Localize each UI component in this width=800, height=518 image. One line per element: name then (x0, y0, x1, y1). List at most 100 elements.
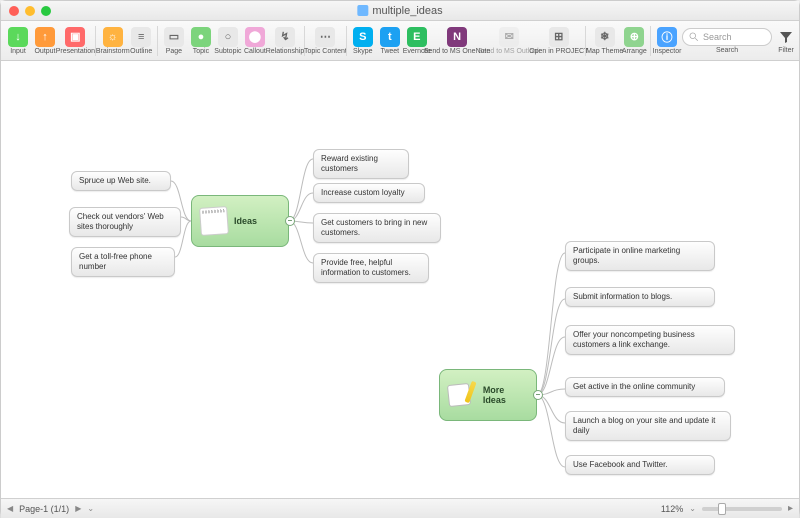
subtopic-node[interactable]: Participate in online marketing groups. (565, 241, 715, 271)
subtopic-node[interactable]: Get a toll-free phone number (71, 247, 175, 277)
close-icon[interactable] (9, 6, 19, 16)
central-topic-more-ideas[interactable]: More Ideas – (439, 369, 537, 421)
central-topic-label: Ideas (234, 216, 257, 226)
page-icon: ▭ (164, 27, 184, 47)
search-input[interactable]: Search (682, 28, 772, 46)
topic-icon: ● (191, 27, 211, 47)
subtopic-node[interactable]: Get customers to bring in new customers. (313, 213, 441, 243)
zoom-level[interactable]: 112% (661, 504, 683, 514)
page-button[interactable]: ▭Page (161, 22, 187, 60)
subtopic-node[interactable]: Reward existing customers (313, 149, 409, 179)
inspector-icon: ⓘ (657, 27, 677, 47)
subtopic-node[interactable]: Check out vendors' Web sites thoroughly (69, 207, 181, 237)
zoom-icon[interactable] (41, 6, 51, 16)
topic-button[interactable]: ●Topic (188, 22, 214, 60)
toolbar-button-label: Output (34, 48, 55, 55)
msonenote-icon: N (447, 27, 467, 47)
toolbar-button-label: Topic (193, 48, 209, 55)
prev-page-button[interactable]: ◀ (7, 504, 13, 513)
filter-label: Filter (778, 47, 794, 54)
tweet-icon: t (380, 27, 400, 47)
zoom-slider[interactable] (702, 507, 782, 511)
toolbar-button-label: Inspector (653, 48, 682, 55)
subtopic-node[interactable]: Spruce up Web site. (71, 171, 171, 191)
window-controls (9, 6, 51, 16)
canvas[interactable]: Ideas – More Ideas – Spruce up Web site.… (1, 61, 799, 498)
skype-button[interactable]: SSkype (350, 22, 376, 60)
relationship-icon: ↯ (275, 27, 295, 47)
map-theme-icon: ❄ (595, 27, 615, 47)
presentation-icon: ▣ (65, 27, 85, 47)
toolbar-button-label: Send to MS Outlook (478, 48, 541, 55)
document-icon (357, 5, 368, 16)
output-button[interactable]: ↑Output (32, 22, 58, 60)
zoom-slider-knob[interactable] (718, 503, 726, 515)
toolbar-separator (346, 26, 347, 56)
inspector-button[interactable]: ⓘInspector (654, 22, 680, 60)
minimize-icon[interactable] (25, 6, 35, 16)
arrange-button[interactable]: ⊕Arrange (621, 22, 647, 60)
presentation-button[interactable]: ▣Presentation (59, 22, 92, 60)
toolbar-button-label: Presentation (56, 48, 95, 55)
central-topic-ideas[interactable]: Ideas – (191, 195, 289, 247)
evernote-icon: E (407, 27, 427, 47)
callout-button[interactable]: ⬤Callout (242, 22, 268, 60)
toolbar: ↓Input↑Output▣Presentation☼Brainstorm≡Ou… (1, 21, 799, 61)
outline-button[interactable]: ≡Outline (128, 22, 154, 60)
relationship-button[interactable]: ↯Relationship (269, 22, 301, 60)
tweet-button[interactable]: tTweet (377, 22, 403, 60)
subtopic-button[interactable]: ○Subtopic (215, 22, 241, 60)
title-bar: multiple_ideas (1, 1, 799, 21)
subtopic-node[interactable]: Use Facebook and Twitter. (565, 455, 715, 475)
document-title-text: multiple_ideas (372, 5, 442, 17)
page-indicator[interactable]: Page-1 (1/1) (19, 504, 69, 514)
skype-icon: S (353, 27, 373, 47)
zoom-in-button[interactable]: ▸ (788, 503, 793, 514)
subtopic-node[interactable]: Get active in the online community (565, 377, 725, 397)
toolbar-separator (157, 26, 158, 56)
toolbar-button-label: Topic Content (304, 48, 347, 55)
input-button[interactable]: ↓Input (5, 22, 31, 60)
subtopic-node[interactable]: Provide free, helpful information to cus… (313, 253, 429, 283)
toolbar-button-label: Subtopic (214, 48, 241, 55)
toolbar-button-label: Outline (130, 48, 152, 55)
toolbar-button-label: Tweet (380, 48, 399, 55)
outline-icon: ≡ (131, 27, 151, 47)
subtopic-node[interactable]: Launch a blog on your site and update it… (565, 411, 731, 441)
arrange-icon: ⊕ (624, 27, 644, 47)
zoom-menu-button[interactable]: ⌄ (689, 504, 696, 513)
toolbar-button-label: Page (166, 48, 182, 55)
filter-icon (779, 30, 793, 44)
pencil-note-icon (448, 380, 477, 410)
topic-content-icon: ⋯ (315, 27, 335, 47)
collapse-toggle[interactable]: – (285, 216, 295, 226)
subtopic-icon: ○ (218, 27, 238, 47)
subtopic-node[interactable]: Submit information to blogs. (565, 287, 715, 307)
filter-button[interactable] (777, 28, 795, 46)
search-placeholder: Search (703, 32, 732, 42)
page-menu-button[interactable]: ⌄ (87, 504, 94, 513)
input-icon: ↓ (8, 27, 28, 47)
subtopic-node[interactable]: Offer your noncompeting business custome… (565, 325, 735, 355)
toolbar-button-label: Input (10, 48, 26, 55)
map-theme-button[interactable]: ❄Map Theme (589, 22, 620, 60)
search-icon (689, 32, 699, 42)
notepad-icon (199, 206, 229, 236)
msonenote-button[interactable]: NSend to MS OneNote (431, 22, 484, 60)
callout-icon: ⬤ (245, 27, 265, 47)
msoutlook-button: ✉Send to MS Outlook (484, 22, 534, 60)
output-icon: ↑ (35, 27, 55, 47)
search-label: Search (716, 47, 738, 54)
toolbar-separator (650, 26, 651, 56)
search-wrap: Search Search (682, 28, 772, 54)
subtopic-node[interactable]: Increase custom loyalty (313, 183, 425, 203)
topic-content-button[interactable]: ⋯Topic Content (308, 22, 343, 60)
filter-wrap: Filter (777, 28, 795, 54)
brainstorm-button[interactable]: ☼Brainstorm (98, 22, 127, 60)
open-in-project-button[interactable]: ⊞Open in PROJECT (535, 22, 582, 60)
toolbar-button-label: Callout (244, 48, 266, 55)
central-topic-label: More Ideas (483, 385, 528, 405)
open-in-project-icon: ⊞ (549, 27, 569, 47)
collapse-toggle[interactable]: – (533, 390, 543, 400)
next-page-button[interactable]: ▶ (75, 504, 81, 513)
